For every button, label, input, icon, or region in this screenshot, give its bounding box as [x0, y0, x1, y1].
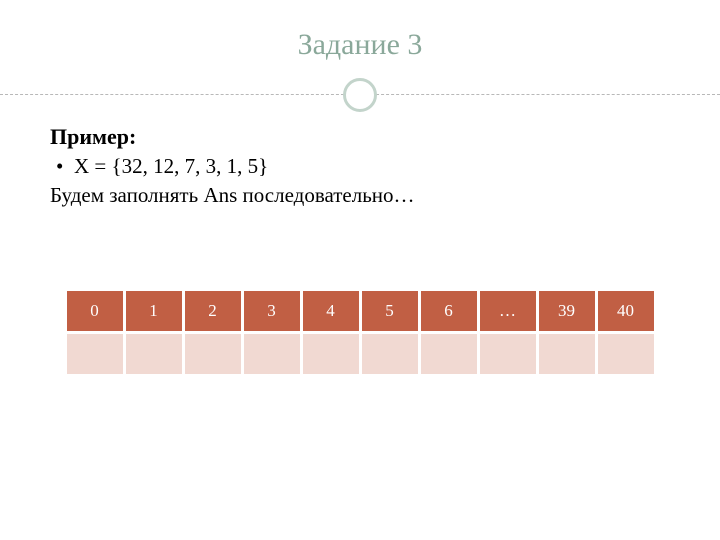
table-header-cell: 2: [185, 291, 241, 331]
divider: [0, 74, 720, 114]
table-cell: [421, 334, 477, 374]
bullet-item: •X = {32, 12, 7, 3, 1, 5}: [50, 154, 670, 179]
table-cell: [67, 334, 123, 374]
content-area: Пример: •X = {32, 12, 7, 3, 1, 5} Будем …: [0, 124, 720, 377]
bullet-dot-icon: •: [56, 154, 74, 179]
table-cell: [303, 334, 359, 374]
table-cell: [539, 334, 595, 374]
divider-circle-icon: [343, 78, 377, 112]
table-cell: [598, 334, 654, 374]
example-label: Пример:: [50, 124, 670, 150]
table-header-cell: 1: [126, 291, 182, 331]
table-header-cell: 0: [67, 291, 123, 331]
table-cell: [480, 334, 536, 374]
table-cell: [362, 334, 418, 374]
bullet-text: X = {32, 12, 7, 3, 1, 5}: [74, 154, 268, 178]
table-cell: [185, 334, 241, 374]
table-header-row: 0 1 2 3 4 5 6 … 39 40: [67, 291, 654, 331]
table-data-row: [67, 334, 654, 374]
table-header-cell: 4: [303, 291, 359, 331]
table-header-cell: …: [480, 291, 536, 331]
table-header-cell: 3: [244, 291, 300, 331]
table-cell: [244, 334, 300, 374]
table-header-cell: 39: [539, 291, 595, 331]
array-table-wrap: 0 1 2 3 4 5 6 … 39 40: [50, 288, 670, 377]
table-header-cell: 5: [362, 291, 418, 331]
table-header-cell: 40: [598, 291, 654, 331]
table-cell: [126, 334, 182, 374]
table-header-cell: 6: [421, 291, 477, 331]
array-table: 0 1 2 3 4 5 6 … 39 40: [64, 288, 657, 377]
description-text: Будем заполнять Ans последовательно…: [50, 183, 670, 208]
page-title: Задание 3: [0, 0, 720, 74]
